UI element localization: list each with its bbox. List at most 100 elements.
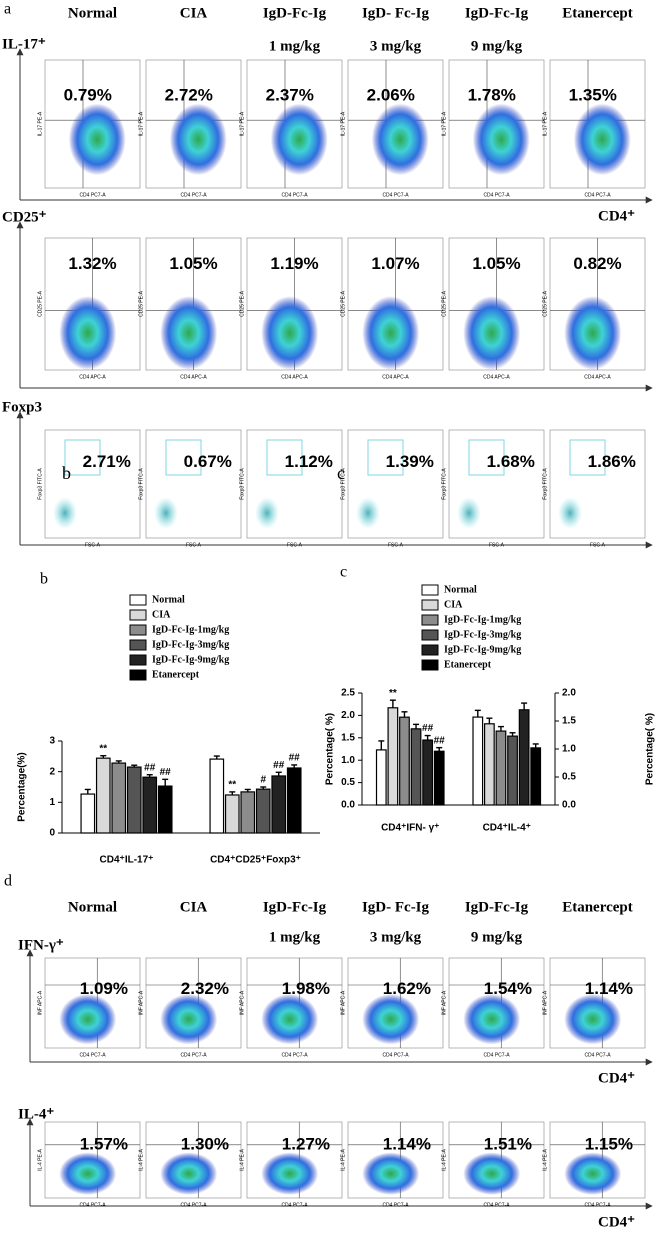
significance-mark: ## xyxy=(144,762,156,773)
y-axis-label: IL-4 PE-A xyxy=(340,1149,346,1171)
gate xyxy=(367,439,404,476)
x-axis-label: CD4 PC7-A xyxy=(79,1202,106,1208)
gate-percentage: 1.57% xyxy=(80,1134,128,1153)
cell-cluster xyxy=(255,497,279,529)
column-header: CIA xyxy=(180,5,208,21)
significance-mark: # xyxy=(260,775,266,786)
gate-percentage: 0.82% xyxy=(573,254,621,273)
gate-percentage: 2.37% xyxy=(266,85,314,104)
gate-percentage: 1.14% xyxy=(383,1134,431,1153)
column-header: IgD- Fc-Ig xyxy=(362,899,430,915)
panel-label: a xyxy=(4,1,11,18)
y-axis-label: CD25 PE-A xyxy=(37,290,43,317)
y-axis-label: CD25 PE-A xyxy=(542,290,548,317)
cell-cluster xyxy=(160,994,218,1045)
row-label: IFN-γ⁺ xyxy=(18,937,64,953)
y-axis-title: Percentage( %) xyxy=(325,713,336,785)
legend-swatch xyxy=(421,644,439,656)
y-axis-label: CD25 PE-A xyxy=(138,290,144,317)
y-axis-label: IL-17 PE-A xyxy=(138,111,144,136)
bar xyxy=(95,757,111,834)
cell-cluster xyxy=(362,994,420,1045)
gate-percentage: 1.07% xyxy=(371,254,419,273)
cell-cluster xyxy=(59,994,117,1045)
panel-label: d xyxy=(4,873,12,890)
column-header: Normal xyxy=(68,899,117,915)
column-header: Normal xyxy=(68,5,117,21)
bar xyxy=(387,707,399,806)
x-tick-label: CD4⁺CD25⁺Foxp3⁺ xyxy=(210,855,301,866)
bar xyxy=(433,750,445,806)
y-tick-label: 0 xyxy=(49,828,55,839)
row-label: Foxp3 xyxy=(2,399,42,415)
y-tick-label: 0.0 xyxy=(341,800,355,811)
y-tick-label: 0.5 xyxy=(341,777,355,788)
cell-cluster xyxy=(457,497,481,529)
cell-cluster xyxy=(564,296,622,370)
cell-cluster xyxy=(472,103,530,176)
y-axis-label: IL-17 PE-A xyxy=(542,111,548,136)
cell-cluster xyxy=(270,103,328,176)
row-label: IL-17⁺ xyxy=(2,36,46,52)
y-axis-label: INF APC-A xyxy=(37,990,43,1015)
row-label: IL-4⁺ xyxy=(18,1106,54,1122)
column-header: Etanercept xyxy=(562,5,633,21)
legend-label: CIA xyxy=(444,599,463,610)
gate xyxy=(468,439,505,476)
gate-percentage: 2.32% xyxy=(181,979,229,998)
cell-cluster xyxy=(261,296,319,370)
bar xyxy=(375,749,387,806)
y-axis-label: INF APC-A xyxy=(239,990,245,1015)
bar xyxy=(495,730,507,806)
x-tick-label: CD4⁺IL-4⁺ xyxy=(483,823,531,834)
cell-cluster xyxy=(68,103,126,176)
legend-swatch xyxy=(129,594,147,606)
x-axis-label: CD4 PC7-A xyxy=(483,1202,510,1208)
legend-label: IgD-Fc-Ig-9mg/kg xyxy=(444,644,521,655)
gate-percentage: 1.78% xyxy=(468,85,516,104)
legend-swatch xyxy=(421,614,439,626)
cell-cluster xyxy=(59,1152,117,1195)
y-axis-label: INF APC-A xyxy=(138,990,144,1015)
bar xyxy=(422,739,434,806)
gate-percentage: 0.79% xyxy=(64,85,112,104)
y-tick-label: 2 xyxy=(49,766,55,777)
bar xyxy=(240,791,256,834)
cell-cluster xyxy=(169,103,227,176)
y-axis-label: CD25 PE-A xyxy=(239,290,245,317)
x-axis-label: FSC-A xyxy=(287,542,303,548)
legend-label: Etanercept xyxy=(444,659,492,670)
overlay-letter: b xyxy=(62,463,71,483)
cell-cluster xyxy=(362,296,420,370)
x-axis-label: CD4 APC-A xyxy=(382,374,409,380)
legend-swatch xyxy=(421,584,439,596)
x-axis-label: CD4 PC7-A xyxy=(382,1202,409,1208)
bar xyxy=(530,747,542,806)
significance-mark: ## xyxy=(289,753,301,764)
bar xyxy=(255,788,271,834)
x-axis-label: CD4 PC7-A xyxy=(382,1052,409,1058)
y-axis-label: IL-4 PE-A xyxy=(239,1149,245,1171)
bar xyxy=(111,762,127,834)
x-axis-label: CD4 APC-A xyxy=(483,374,510,380)
x-axis-label: CD4 PC7-A xyxy=(281,1202,308,1208)
legend-swatch xyxy=(129,639,147,651)
legend-label: IgD-Fc-Ig-1mg/kg xyxy=(444,614,521,625)
y-axis-label: INF APC-A xyxy=(340,990,346,1015)
gate-percentage: 1.51% xyxy=(484,1134,532,1153)
x-axis-label: CD4 PC7-A xyxy=(180,192,207,198)
gate-percentage: 1.54% xyxy=(484,979,532,998)
x-tick-label: CD4⁺IL-17⁺ xyxy=(100,855,154,866)
gate-percentage: 1.68% xyxy=(487,452,535,471)
x-axis-label: CD4 PC7-A xyxy=(79,1052,106,1058)
legend-swatch xyxy=(421,599,439,611)
x-axis-label: CD4 PC7-A xyxy=(584,1052,611,1058)
y-tick-label: 0.0 xyxy=(562,800,576,811)
legend-swatch xyxy=(421,629,439,641)
panel-label: b xyxy=(40,571,48,588)
bar xyxy=(142,776,158,834)
bar xyxy=(209,758,225,834)
x-axis-label: CD4 APC-A xyxy=(180,374,207,380)
column-header: IgD-Fc-Ig xyxy=(263,5,327,21)
cell-cluster xyxy=(154,497,178,529)
